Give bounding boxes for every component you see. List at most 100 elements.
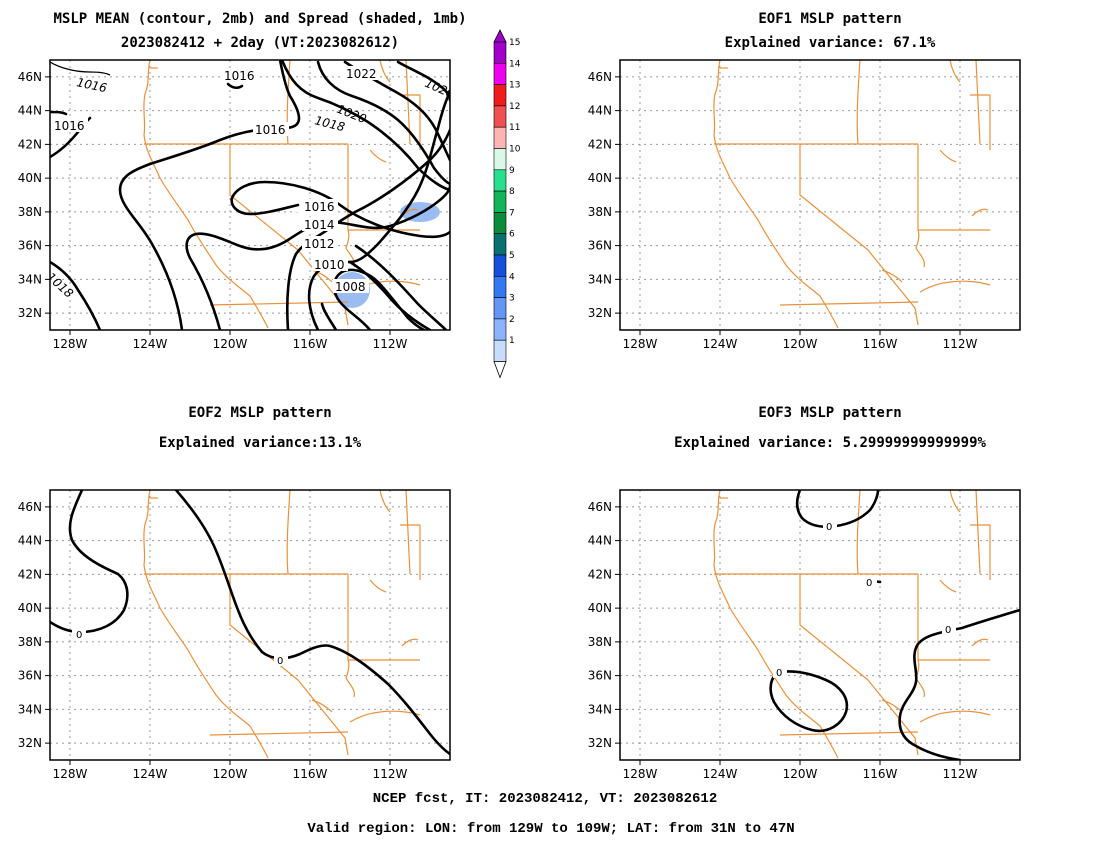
lon-tick-label: 120W (213, 767, 248, 781)
colorbar-label: 10 (509, 145, 521, 155)
lat-tick-label: 46N (18, 70, 42, 84)
isobar-1016-main (118, 60, 301, 330)
contour-label: 1016 (255, 123, 286, 137)
lat-tick-label: 36N (18, 239, 42, 253)
panel-mslp-mean: 128W 124W 120W 116W 112W 46N 44N 42N 40N 38N 36N 34… (18, 59, 451, 351)
lon-tick-label: 116W (293, 337, 328, 351)
contour-label: 1008 (335, 280, 366, 294)
isobar-1014 (185, 184, 450, 330)
lon-tick-label: 128W (53, 767, 88, 781)
panel2-title-line1: EOF1 MSLP pattern (758, 11, 901, 27)
colorbar-segment (493, 297, 507, 320)
contour-label: 0 (826, 522, 832, 533)
colorbar-segment (493, 62, 507, 85)
colorbar-label: 1 (509, 336, 515, 346)
isobar-1010 (307, 90, 450, 330)
lon-tick-label: 112W (943, 337, 978, 351)
footer-line1: NCEP fcst, IT: 2023082412, VT: 202308261… (373, 791, 717, 807)
isobar-1016-nw2 (50, 110, 68, 116)
isobar-1022-ne (396, 60, 450, 102)
lat-tick-label: 38N (18, 205, 42, 219)
contour-label: 0 (866, 578, 872, 589)
lon-tick-label: 124W (703, 337, 738, 351)
colorbar-label: 7 (509, 208, 515, 218)
lat-tick-label: 40N (588, 601, 612, 615)
colorbar-segment (493, 190, 507, 213)
panel-eof1: 128W 124W 120W 116W 112W 46N 44N 42N 40N 38N 36N 34… (588, 59, 1021, 351)
lat-tick-label: 38N (588, 635, 612, 649)
panel2-title-line2: Explained variance: 67.1% (725, 35, 936, 51)
lat-tick-label: 32N (588, 736, 612, 750)
panel-eof2-frame (49, 489, 451, 761)
panel3-title-line2: Explained variance:13.1% (159, 435, 362, 451)
contour-label: 0 (277, 656, 283, 667)
lat-tick-label: 34N (18, 272, 42, 286)
panel-eof2: 128W 124W 120W 116W 112W 46N 44N 42N 40N 38N 36N 34… (18, 489, 451, 781)
panel1-title-line1: MSLP MEAN (contour, 2mb) and Spread (sha… (53, 11, 466, 27)
colorbar-segment (493, 84, 507, 107)
eof2-zero-contour-west (50, 490, 129, 634)
colorbar-bottom-arrow (493, 361, 507, 379)
panel-eof3: 128W 124W 120W 116W 112W 46N 44N 42N 40N 38N 36N 34… (588, 489, 1021, 781)
contour-label: 1016 (304, 200, 335, 214)
panel3-title-line1: EOF2 MSLP pattern (188, 405, 331, 421)
lon-tick-label: 116W (293, 767, 328, 781)
colorbar-label: 9 (509, 166, 515, 176)
panel1-title-line2: 2023082412 + 2day (VT:2023082612) (121, 35, 399, 51)
contour-label: 1016 (224, 69, 255, 83)
lat-tick-label: 42N (18, 137, 42, 151)
eof3-zero-contour-north (795, 490, 880, 529)
panel4-title-line2: Explained variance: 5.29999999999999% (674, 435, 986, 451)
lat-tick-label: 40N (18, 601, 42, 615)
lat-tick-label: 32N (588, 306, 612, 320)
lat-tick-label: 38N (18, 635, 42, 649)
eof3-zero-contour-loop (769, 670, 849, 733)
colorbar-segment (493, 169, 507, 192)
lat-tick-label: 36N (588, 669, 612, 683)
isobar-1020 (316, 60, 450, 186)
isobar-1016-nw (50, 61, 111, 76)
lat-tick-label: 46N (588, 70, 612, 84)
lon-tick-label: 124W (703, 767, 738, 781)
contour-label: 1016 (75, 75, 108, 95)
lon-tick-label: 112W (943, 767, 978, 781)
contour-label: 1014 (304, 218, 335, 232)
colorbar-segment (493, 148, 507, 171)
panel-eof3-grid: 128W 124W 120W 116W 112W 46N 44N 42N 40N 38N 36N 34… (588, 490, 1020, 781)
lat-tick-label: 42N (588, 567, 612, 581)
lat-tick-label: 32N (18, 306, 42, 320)
colorbar-segment (493, 233, 507, 256)
lat-tick-label: 46N (18, 500, 42, 514)
lat-tick-label: 34N (18, 702, 42, 716)
contour-label: 1022 (346, 67, 377, 81)
lat-tick-label: 36N (588, 239, 612, 253)
colorbar-segment (493, 254, 507, 277)
lat-tick-label: 44N (588, 104, 612, 118)
lat-tick-label: 42N (18, 567, 42, 581)
colorbar-label: 11 (509, 123, 520, 133)
lat-tick-label: 46N (588, 500, 612, 514)
colorbar-segment (493, 41, 507, 64)
lon-tick-label: 128W (623, 767, 658, 781)
panel-eof3-frame (619, 489, 1021, 761)
colorbar-label: 5 (509, 251, 515, 261)
lat-tick-label: 44N (18, 534, 42, 548)
panel-mslp-mean-frame (49, 59, 451, 331)
colorbar-label: 8 (509, 187, 515, 197)
colorbar-segment (493, 339, 507, 362)
colorbar-top-arrow (493, 29, 507, 43)
panel-eof1-frame (619, 59, 1021, 331)
lat-tick-label: 34N (588, 272, 612, 286)
colorbar-label: 13 (509, 81, 520, 91)
colorbar-label: 3 (509, 294, 515, 304)
lon-tick-label: 120W (783, 767, 818, 781)
contour-label: 0 (776, 668, 782, 679)
contour-label: 0 (945, 625, 951, 636)
lat-tick-label: 44N (588, 534, 612, 548)
lon-tick-label: 116W (863, 337, 898, 351)
colorbar-segment (493, 275, 507, 298)
contour-label: 1016 (54, 119, 85, 133)
lon-tick-label: 128W (623, 337, 658, 351)
lat-tick-label: 32N (18, 736, 42, 750)
